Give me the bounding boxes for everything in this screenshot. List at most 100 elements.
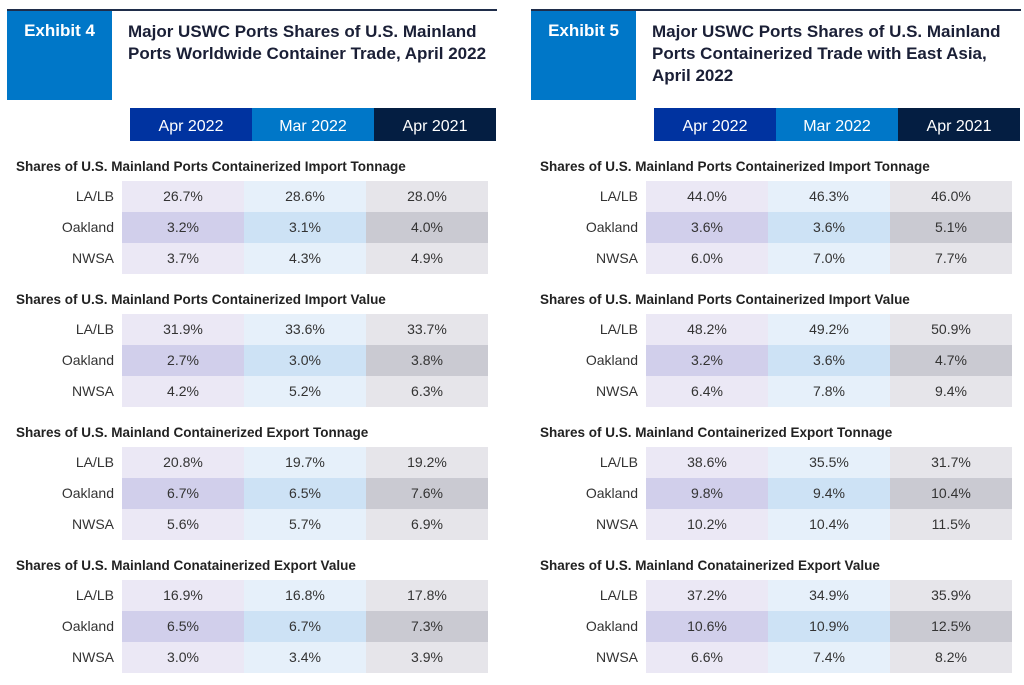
value-cell: 6.4% xyxy=(646,376,768,407)
value-cell: 38.6% xyxy=(646,447,768,478)
exhibit-label: Exhibit 4 xyxy=(7,11,112,100)
value-cell: 6.7% xyxy=(244,611,366,642)
table-row: LA/LB 31.9% 33.6% 33.7% xyxy=(16,314,496,345)
port-label: Oakland xyxy=(585,352,638,368)
value-cell: 49.2% xyxy=(768,314,890,345)
value-cell: 4.9% xyxy=(366,243,488,274)
column-header-row: Apr 2022 Mar 2022 Apr 2021 xyxy=(654,108,1020,141)
value-cell: 3.9% xyxy=(366,642,488,673)
port-label: LA/LB xyxy=(599,188,638,204)
port-label: LA/LB xyxy=(599,454,638,470)
value-cell: 7.3% xyxy=(366,611,488,642)
port-label: Oakland xyxy=(61,352,114,368)
value-cell: 12.5% xyxy=(890,611,1012,642)
port-label: LA/LB xyxy=(75,587,114,603)
value-cell: 20.8% xyxy=(122,447,244,478)
value-cell: 5.2% xyxy=(244,376,366,407)
table-row: NWSA 3.0% 3.4% 3.9% xyxy=(16,642,496,673)
exhibit-panel: Exhibit 4 Major USWC Ports Shares of U.S.… xyxy=(7,9,497,685)
port-label: LA/LB xyxy=(599,587,638,603)
port-label: NWSA xyxy=(596,383,638,399)
port-label: Oakland xyxy=(61,618,114,634)
port-label: NWSA xyxy=(596,516,638,532)
value-cell: 3.1% xyxy=(244,212,366,243)
value-cell: 19.2% xyxy=(366,447,488,478)
table-row: Oakland 10.6% 10.9% 12.5% xyxy=(540,611,1020,642)
column-header: Mar 2022 xyxy=(252,108,374,141)
section-heading: Shares of U.S. Mainland Conatainerized E… xyxy=(16,558,356,573)
section-rows: LA/LB 38.6% 35.5% 31.7% Oakland 9.8% 9.4% 10.4%… xyxy=(540,447,1020,540)
value-cell: 44.0% xyxy=(646,181,768,212)
value-cell: 3.0% xyxy=(244,345,366,376)
top-rule xyxy=(7,9,497,11)
port-label: Oakland xyxy=(585,618,638,634)
port-label: Oakland xyxy=(61,485,114,501)
value-cell: 28.0% xyxy=(366,181,488,212)
value-cell: 46.3% xyxy=(768,181,890,212)
value-cell: 3.4% xyxy=(244,642,366,673)
value-cell: 26.7% xyxy=(122,181,244,212)
table-row: NWSA 4.2% 5.2% 6.3% xyxy=(16,376,496,407)
exhibit-title: Major USWC Ports Shares of U.S. Mainland… xyxy=(128,22,487,63)
port-label: Oakland xyxy=(585,219,638,235)
port-label: NWSA xyxy=(72,516,114,532)
value-cell: 3.7% xyxy=(122,243,244,274)
table-section: Shares of U.S. Mainland Ports Containeri… xyxy=(540,159,1020,274)
exhibit-title: Major USWC Ports Shares of U.S. Mainland… xyxy=(652,22,1001,85)
value-cell: 16.8% xyxy=(244,580,366,611)
table-row: Oakland 6.7% 6.5% 7.6% xyxy=(16,478,496,509)
value-cell: 5.7% xyxy=(244,509,366,540)
value-cell: 3.0% xyxy=(122,642,244,673)
column-header: Apr 2021 xyxy=(374,108,496,141)
value-cell: 10.4% xyxy=(768,509,890,540)
column-header: Apr 2021 xyxy=(898,108,1020,141)
table-row: NWSA 10.2% 10.4% 11.5% xyxy=(540,509,1020,540)
port-label: NWSA xyxy=(72,250,114,266)
value-cell: 4.3% xyxy=(244,243,366,274)
table-row: Oakland 3.2% 3.6% 4.7% xyxy=(540,345,1020,376)
value-cell: 3.6% xyxy=(768,212,890,243)
section-rows: LA/LB 48.2% 49.2% 50.9% Oakland 3.2% 3.6% 4.7% N… xyxy=(540,314,1020,407)
value-cell: 46.0% xyxy=(890,181,1012,212)
value-cell: 31.9% xyxy=(122,314,244,345)
value-cell: 3.2% xyxy=(122,212,244,243)
value-cell: 3.6% xyxy=(768,345,890,376)
table-section: Shares of U.S. Mainland Containerized Ex… xyxy=(16,425,496,540)
table-row: Oakland 9.8% 9.4% 10.4% xyxy=(540,478,1020,509)
value-cell: 5.6% xyxy=(122,509,244,540)
section-heading: Shares of U.S. Mainland Conatainerized E… xyxy=(540,558,880,573)
value-cell: 33.6% xyxy=(244,314,366,345)
value-cell: 9.4% xyxy=(768,478,890,509)
value-cell: 33.7% xyxy=(366,314,488,345)
port-label: Oakland xyxy=(61,219,114,235)
value-cell: 35.9% xyxy=(890,580,1012,611)
value-cell: 3.6% xyxy=(646,212,768,243)
table-section: Shares of U.S. Mainland Containerized Ex… xyxy=(540,425,1020,540)
section-rows: LA/LB 37.2% 34.9% 35.9% Oakland 10.6% 10.9% 12.… xyxy=(540,580,1020,673)
section-rows: LA/LB 44.0% 46.3% 46.0% Oakland 3.6% 3.6% 5.1% N… xyxy=(540,181,1020,274)
table-row: LA/LB 16.9% 16.8% 17.8% xyxy=(16,580,496,611)
table-row: Oakland 6.5% 6.7% 7.3% xyxy=(16,611,496,642)
section-heading: Shares of U.S. Mainland Ports Containeri… xyxy=(540,159,930,174)
value-cell: 11.5% xyxy=(890,509,1012,540)
value-cell: 48.2% xyxy=(646,314,768,345)
value-cell: 16.9% xyxy=(122,580,244,611)
value-cell: 37.2% xyxy=(646,580,768,611)
value-cell: 6.3% xyxy=(366,376,488,407)
value-cell: 7.0% xyxy=(768,243,890,274)
table-row: NWSA 6.0% 7.0% 7.7% xyxy=(540,243,1020,274)
value-cell: 7.6% xyxy=(366,478,488,509)
section-rows: LA/LB 26.7% 28.6% 28.0% Oakland 3.2% 3.1% 4.0% N… xyxy=(16,181,496,274)
table-row: LA/LB 20.8% 19.7% 19.2% xyxy=(16,447,496,478)
value-cell: 10.2% xyxy=(646,509,768,540)
table-row: Oakland 3.2% 3.1% 4.0% xyxy=(16,212,496,243)
value-cell: 6.6% xyxy=(646,642,768,673)
port-label: NWSA xyxy=(596,649,638,665)
table-section: Shares of U.S. Mainland Ports Containeri… xyxy=(540,292,1020,407)
value-cell: 31.7% xyxy=(890,447,1012,478)
value-cell: 4.0% xyxy=(366,212,488,243)
value-cell: 6.9% xyxy=(366,509,488,540)
port-label: LA/LB xyxy=(599,321,638,337)
value-cell: 4.2% xyxy=(122,376,244,407)
column-header: Apr 2022 xyxy=(130,108,252,141)
